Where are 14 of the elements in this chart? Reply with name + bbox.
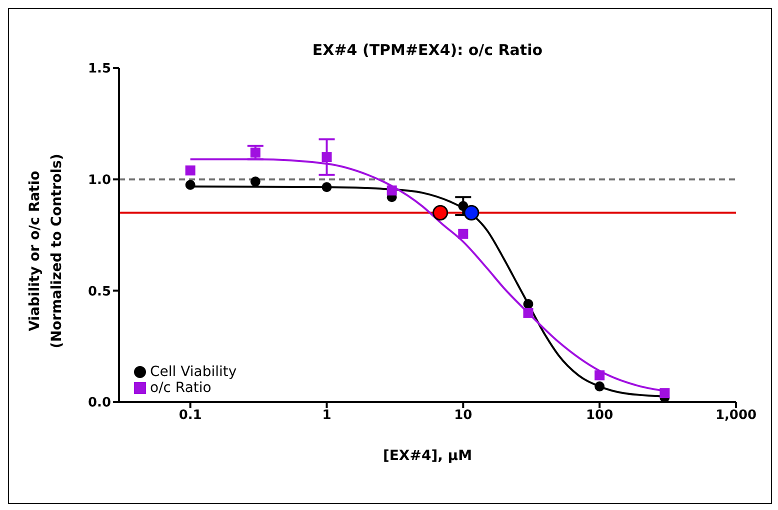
x-axis-title: [EX#4], μM <box>382 448 472 464</box>
y-axis-title: Viability or o/c Ratio (Normalized to Controls) <box>26 152 66 350</box>
x-tick-label: 1,000 <box>715 408 757 424</box>
x-tick-label: 0.1 <box>178 408 202 424</box>
y-tick-label: 1.0 <box>88 172 111 188</box>
y-tick-label: 0.0 <box>88 396 111 411</box>
x-tick-label: 1 <box>322 408 332 424</box>
legend-label: Cell Viability <box>150 364 237 380</box>
y-tick-label: 0.5 <box>88 284 111 300</box>
x-tick-label: 100 <box>586 408 614 424</box>
y-tick-label: 1.5 <box>88 62 111 77</box>
x-tick-label: 10 <box>454 408 472 424</box>
legend-label: o/c Ratio <box>150 380 212 396</box>
chart-title: EX#4 (TPM#EX4): o/c Ratio <box>311 41 544 59</box>
